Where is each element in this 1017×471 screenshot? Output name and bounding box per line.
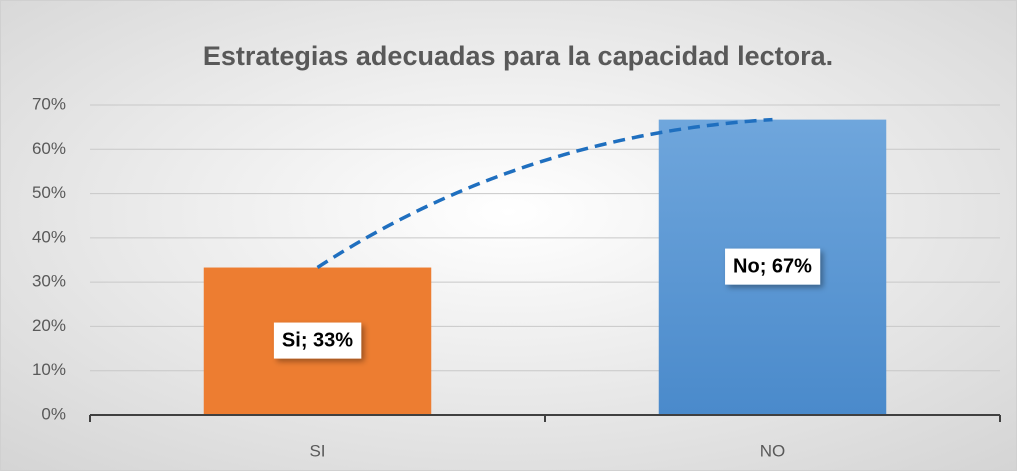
y-tick-label: 50%	[32, 183, 66, 202]
data-label-text: No; 67%	[733, 256, 812, 278]
y-tick-label: 40%	[32, 227, 66, 246]
x-tick-label: NO	[760, 441, 786, 460]
y-tick-label: 10%	[32, 360, 66, 379]
trendline	[316, 117, 773, 269]
y-tick-label: 30%	[32, 272, 66, 291]
y-tick-label: 70%	[32, 94, 66, 113]
y-tick-label: 0%	[41, 404, 66, 423]
chart-title: Estrategias adecuadas para la capacidad …	[203, 41, 833, 71]
y-tick-label: 20%	[32, 316, 66, 335]
y-tick-label: 60%	[32, 139, 66, 158]
data-label: No; 67%	[725, 248, 821, 285]
data-label-box	[725, 248, 821, 285]
data-label: Si; 33%	[273, 322, 362, 359]
data-label-text: Si; 33%	[282, 330, 353, 352]
data-label-box	[273, 322, 362, 359]
x-tick-label: SI	[309, 441, 325, 460]
